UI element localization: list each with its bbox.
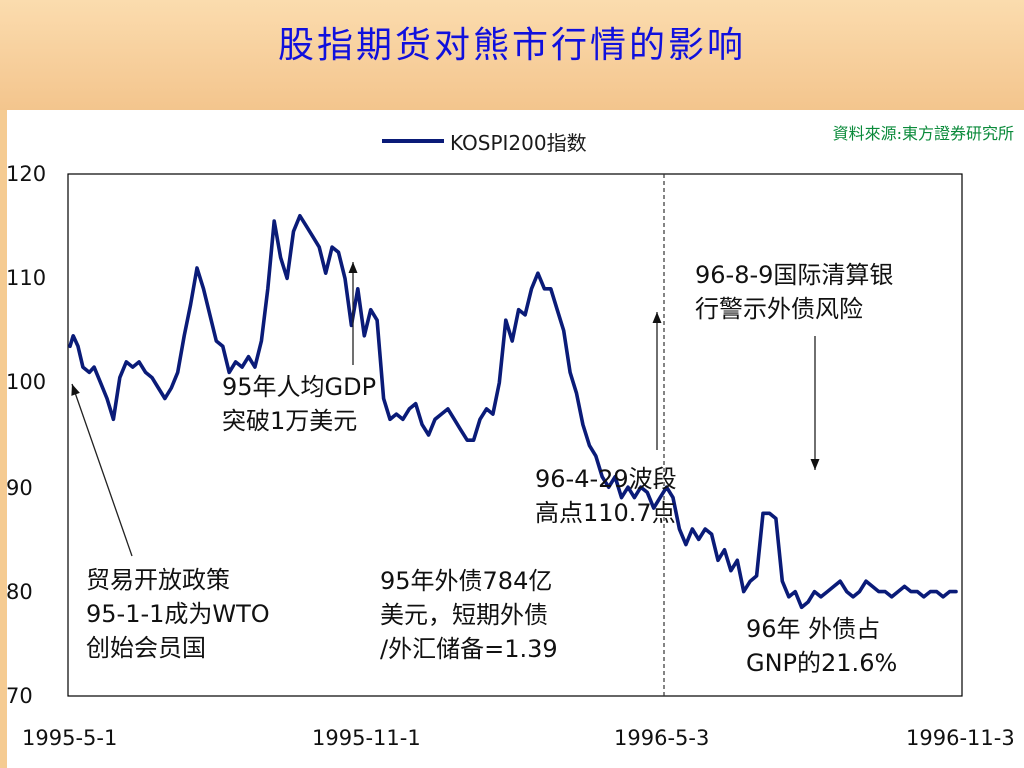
y-tick-label: 110 [6, 266, 47, 290]
annotation-trade-policy: 贸易开放政策 95-1-1成为WTO 创始会员国 [86, 563, 270, 665]
y-tick-label: 70 [6, 684, 33, 708]
annotation-arrows [71, 262, 820, 557]
annotation-arrow-head [810, 459, 820, 470]
y-tick-label: 90 [6, 476, 33, 500]
annotation-gdp: 95年人均GDP 突破1万美元 [222, 370, 376, 438]
source-note: 資料來源:東方證券研究所 [832, 124, 1014, 143]
annotation-line: 95年人均GDP [222, 373, 377, 401]
annotation-line: 行警示外债风险 [695, 295, 863, 323]
annotation-arrow-head [652, 312, 662, 323]
header-band [0, 0, 1024, 110]
annotation-line: 突破1万美元 [222, 407, 358, 435]
annotation-line: 96年 外债占 [746, 615, 881, 643]
annotation-arrow-head [71, 384, 80, 396]
y-tick-label: 100 [6, 370, 47, 394]
annotation-line: 高点110.7点 [535, 499, 676, 527]
legend-label: KOSPI200指数 [450, 130, 587, 155]
plot-frame [67, 173, 963, 697]
x-tick-label: 1996-5-3 [614, 726, 710, 750]
annotation-peak: 96-4-29波段 高点110.7点 [535, 462, 677, 530]
annotation-debt: 95年外债784亿 美元，短期外债 /外汇储备=1.39 [380, 564, 558, 666]
annotation-line: 美元，短期外债 [380, 601, 548, 629]
annotation-line: 96-8-9国际清算银 [695, 261, 894, 289]
annotation-arrow-head [348, 262, 358, 273]
page-title: 股指期货对熊市行情的影响 [277, 25, 746, 66]
series-line-kospi200 [68, 214, 958, 610]
annotation-gnp: 96年 外债占 GNP的21.6% [746, 612, 897, 680]
y-tick-label: 120 [6, 162, 47, 186]
x-tick-label: 1996-11-3 [906, 726, 1015, 750]
annotation-line: /外汇储备=1.39 [380, 635, 558, 663]
left-accent-strip [0, 110, 7, 768]
y-tick-label: 80 [6, 580, 33, 604]
annotation-line: 95-1-1成为WTO [86, 600, 270, 628]
annotation-line: 95年外债784亿 [380, 567, 553, 595]
annotation-bis-warning: 96-8-9国际清算银 行警示外债风险 [695, 258, 893, 326]
legend-line-swatch [382, 139, 444, 143]
annotation-line: 创始会员国 [86, 634, 206, 662]
annotation-arrow-shaft [71, 383, 133, 557]
x-tick-label: 1995-11-1 [312, 726, 421, 750]
x-tick-label: 1995-5-1 [22, 726, 118, 750]
chart-legend: KOSPI200指数 [382, 126, 587, 156]
annotation-line: GNP的21.6% [746, 649, 898, 677]
annotation-line: 贸易开放政策 [86, 566, 230, 594]
annotation-line: 96-4-29波段 [535, 465, 677, 493]
